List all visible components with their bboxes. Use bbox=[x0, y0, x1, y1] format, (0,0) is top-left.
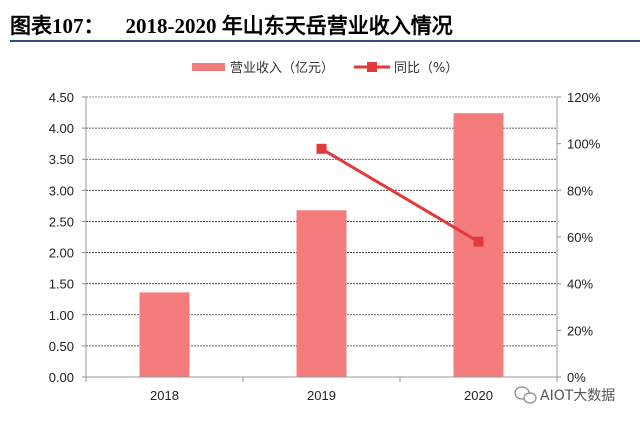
bars bbox=[139, 113, 504, 377]
right-tick-label: 0% bbox=[567, 370, 586, 385]
bar-2018 bbox=[139, 292, 190, 377]
left-tick-label: 1.00 bbox=[49, 308, 74, 323]
watermark: AIOT大数据 bbox=[514, 386, 615, 404]
right-tick-label: 20% bbox=[567, 323, 593, 338]
right-tick-label: 40% bbox=[567, 277, 593, 292]
right-tick-label: 80% bbox=[567, 183, 593, 198]
legend-bar-label: 营业收入（亿元） bbox=[230, 61, 334, 76]
right-tick-label: 100% bbox=[567, 137, 601, 152]
legend-line-label: 同比（%） bbox=[394, 61, 458, 76]
legend-line-marker bbox=[367, 62, 377, 72]
left-tick-label: 0.50 bbox=[49, 339, 74, 354]
right-tick-label: 120% bbox=[567, 90, 601, 105]
chart-title: 图表107： 2018-2020 年山东天岳营业收入情况 bbox=[10, 10, 453, 40]
left-tick-label: 2.50 bbox=[49, 214, 74, 229]
axes: 0.00 0.50 1.00 1.50 2.00 2.50 3.00 3.50 4.00 4.50… bbox=[49, 90, 601, 403]
legend-bar-swatch bbox=[192, 63, 225, 71]
bar-2019 bbox=[296, 210, 347, 377]
title-underline bbox=[10, 40, 640, 42]
growth-marker-2020 bbox=[473, 236, 484, 247]
legend: 营业收入（亿元） 同比（%） bbox=[192, 61, 458, 76]
right-tick-label: 60% bbox=[567, 230, 593, 245]
left-tick-label: 4.00 bbox=[49, 121, 74, 136]
left-tick-label: 3.50 bbox=[49, 152, 74, 167]
title-text: 2018-2020 年山东天岳营业收入情况 bbox=[125, 14, 453, 38]
growth-line bbox=[316, 143, 484, 247]
figure-number: 图表107： bbox=[10, 14, 105, 38]
growth-line-path bbox=[320, 147, 480, 243]
x-tick-label: 2018 bbox=[150, 388, 179, 403]
growth-marker-2019 bbox=[316, 143, 327, 154]
x-tick-label: 2020 bbox=[464, 388, 493, 403]
left-tick-label: 4.50 bbox=[49, 90, 74, 105]
wechat-icon bbox=[514, 386, 537, 404]
left-tick-label: 1.50 bbox=[49, 277, 74, 292]
left-tick-label: 3.00 bbox=[49, 183, 74, 198]
left-tick-label: 0.00 bbox=[49, 370, 74, 385]
watermark-text: AIOT大数据 bbox=[540, 388, 615, 404]
left-tick-label: 2.00 bbox=[49, 246, 74, 261]
x-tick-label: 2019 bbox=[307, 388, 336, 403]
